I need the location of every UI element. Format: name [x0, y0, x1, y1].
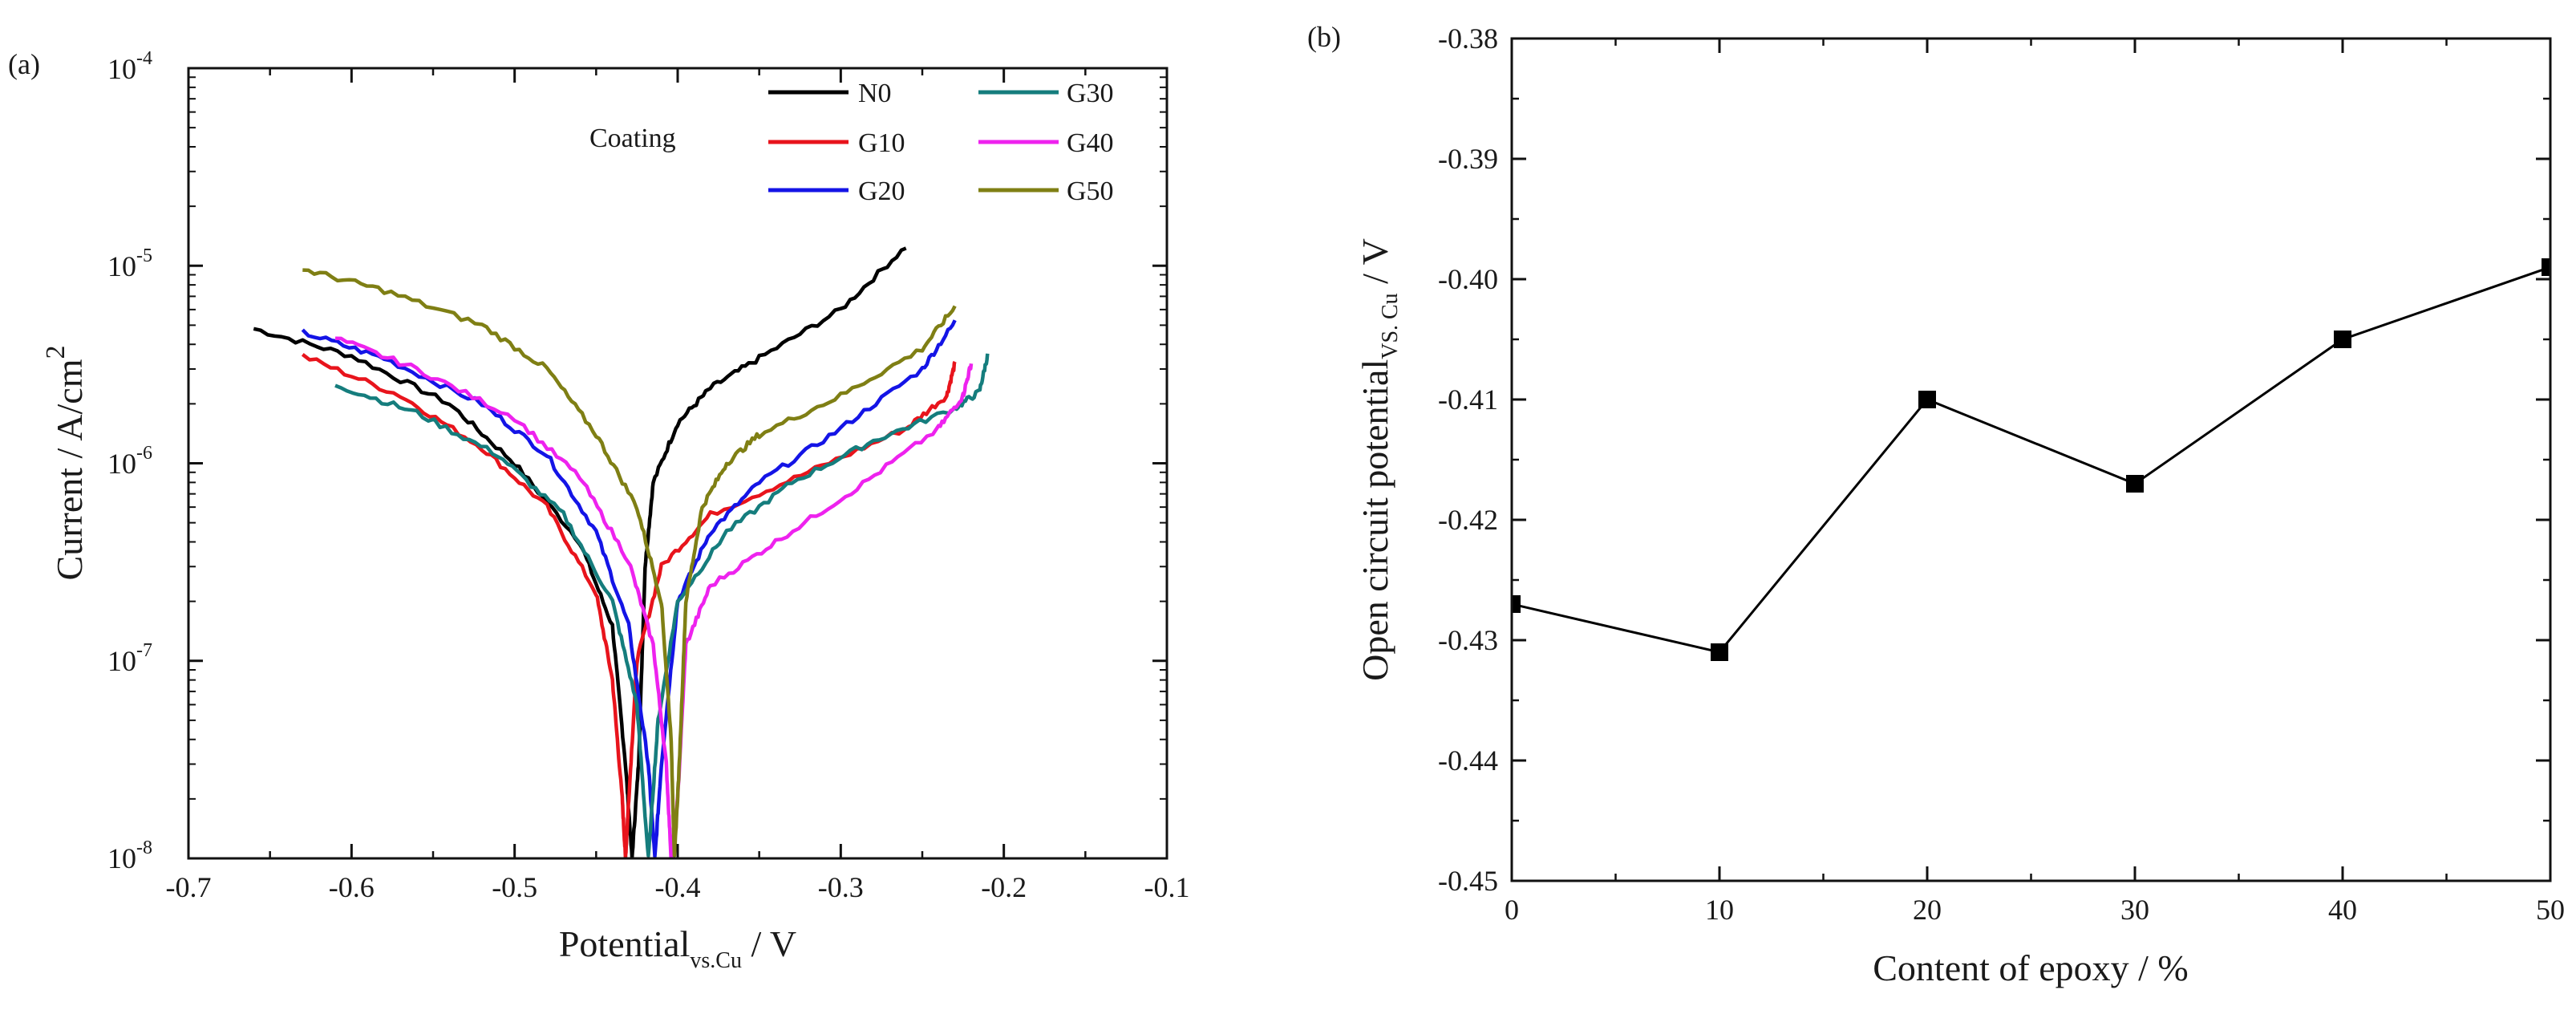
panel-a-x-tick-label: -0.2	[981, 871, 1027, 903]
series-line-g30	[334, 353, 990, 858]
panel-a-x-tick-labels: -0.7 -0.6 -0.5 -0.4 -0.3 -0.2 -0.1	[166, 871, 1190, 903]
legend-title: Coating	[589, 124, 676, 153]
panel-a-y-tick-label: 10-8	[107, 838, 152, 874]
ocp-data-point	[1512, 595, 1521, 613]
panel-b-y-tick-label: -0.40	[1438, 263, 1498, 295]
panel-a: (a) -0.7 -0.6 -0.5 -0.4 -0.3 -0.2 -0.1 1…	[8, 48, 1190, 973]
ocp-data-point	[2126, 475, 2144, 493]
panel-b-x-tick-label: 20	[1913, 894, 1942, 926]
panel-a-x-tick-label: -0.7	[166, 871, 212, 903]
panel-b-y-tick-label: -0.42	[1438, 504, 1498, 536]
panel-a-label: (a)	[8, 48, 40, 80]
ocp-data-point	[2542, 258, 2550, 276]
panel-b-x-tick-label: 40	[2328, 894, 2357, 926]
panel-a-x-tick-label: -0.6	[329, 871, 375, 903]
panel-a-ticks	[187, 67, 1169, 860]
panel-a-legend: Coating N0 G10 G20 G30 G40 G50	[589, 79, 1114, 206]
panel-a-x-tick-label: -0.4	[655, 871, 701, 903]
panel-b-label: (b)	[1307, 21, 1341, 53]
series-line-g10	[301, 353, 957, 858]
panel-a-y-tick-labels: 10-8 10-7 10-6 10-5 10-4	[107, 48, 152, 874]
panel-b-y-tick-label: -0.44	[1438, 744, 1498, 777]
panel-b-x-tick-label: 30	[2120, 894, 2149, 926]
panel-a-x-axis-title: Potentialvs.Cu / V	[559, 923, 796, 973]
legend-label-g20: G20	[858, 176, 905, 206]
panel-b-x-tick-label: 50	[2536, 894, 2565, 926]
panel-a-y-tick-label: 10-6	[107, 443, 152, 480]
panel-b-x-axis-title: Content of epoxy / %	[1873, 947, 2189, 988]
panel-a-x-tick-label: -0.3	[818, 871, 864, 903]
ocp-series-line	[1512, 266, 2550, 654]
series-line-n0	[253, 246, 907, 858]
panel-b: (b) 0 10 20 30 40 50 -0.45 -0.44 -0.43 -…	[1307, 21, 2565, 988]
legend-label-n0: N0	[858, 79, 892, 108]
panel-b-y-tick-label: -0.39	[1438, 143, 1498, 175]
panel-a-plot-frame	[187, 67, 1169, 860]
panel-a-series-lines	[253, 246, 990, 858]
legend-label-g10: G10	[858, 128, 905, 158]
panel-b-x-tick-label: 0	[1505, 894, 1519, 926]
panel-b-y-tick-label: -0.43	[1438, 624, 1498, 656]
panel-b-y-tick-labels: -0.45 -0.44 -0.43 -0.42 -0.41 -0.40 -0.3…	[1438, 22, 1498, 897]
series-line-g20	[301, 319, 957, 858]
panel-b-ticks	[1510, 37, 2552, 882]
legend-label-g50: G50	[1067, 176, 1114, 206]
legend-label-g40: G40	[1067, 128, 1114, 158]
panel-b-x-tick-label: 10	[1705, 894, 1734, 926]
panel-a-y-tick-label: 10-7	[107, 640, 152, 677]
series-line-g50	[302, 268, 957, 858]
panel-b-y-tick-label: -0.38	[1438, 22, 1498, 55]
panel-a-y-tick-label: 10-5	[107, 245, 152, 282]
panel-a-y-axis-title: Current / A/cm2	[41, 346, 90, 581]
panel-b-y-tick-label: -0.45	[1438, 865, 1498, 897]
legend-label-g30: G30	[1067, 79, 1114, 108]
ocp-data-point	[2334, 331, 2351, 348]
panel-b-x-tick-labels: 0 10 20 30 40 50	[1505, 894, 2565, 926]
ocp-data-point	[1918, 391, 1936, 408]
panel-a-x-tick-label: -0.1	[1144, 871, 1190, 903]
panel-b-y-axis-title: Open circuit potentialVS. Cu / V	[1355, 238, 1403, 681]
panel-b-y-tick-label: -0.41	[1438, 383, 1498, 416]
panel-a-x-tick-label: -0.5	[492, 871, 537, 903]
panel-b-series	[1512, 258, 2550, 661]
panel-a-y-tick-label: 10-4	[107, 48, 152, 85]
ocp-data-point	[1711, 643, 1728, 661]
panel-b-plot-frame	[1510, 37, 2552, 882]
